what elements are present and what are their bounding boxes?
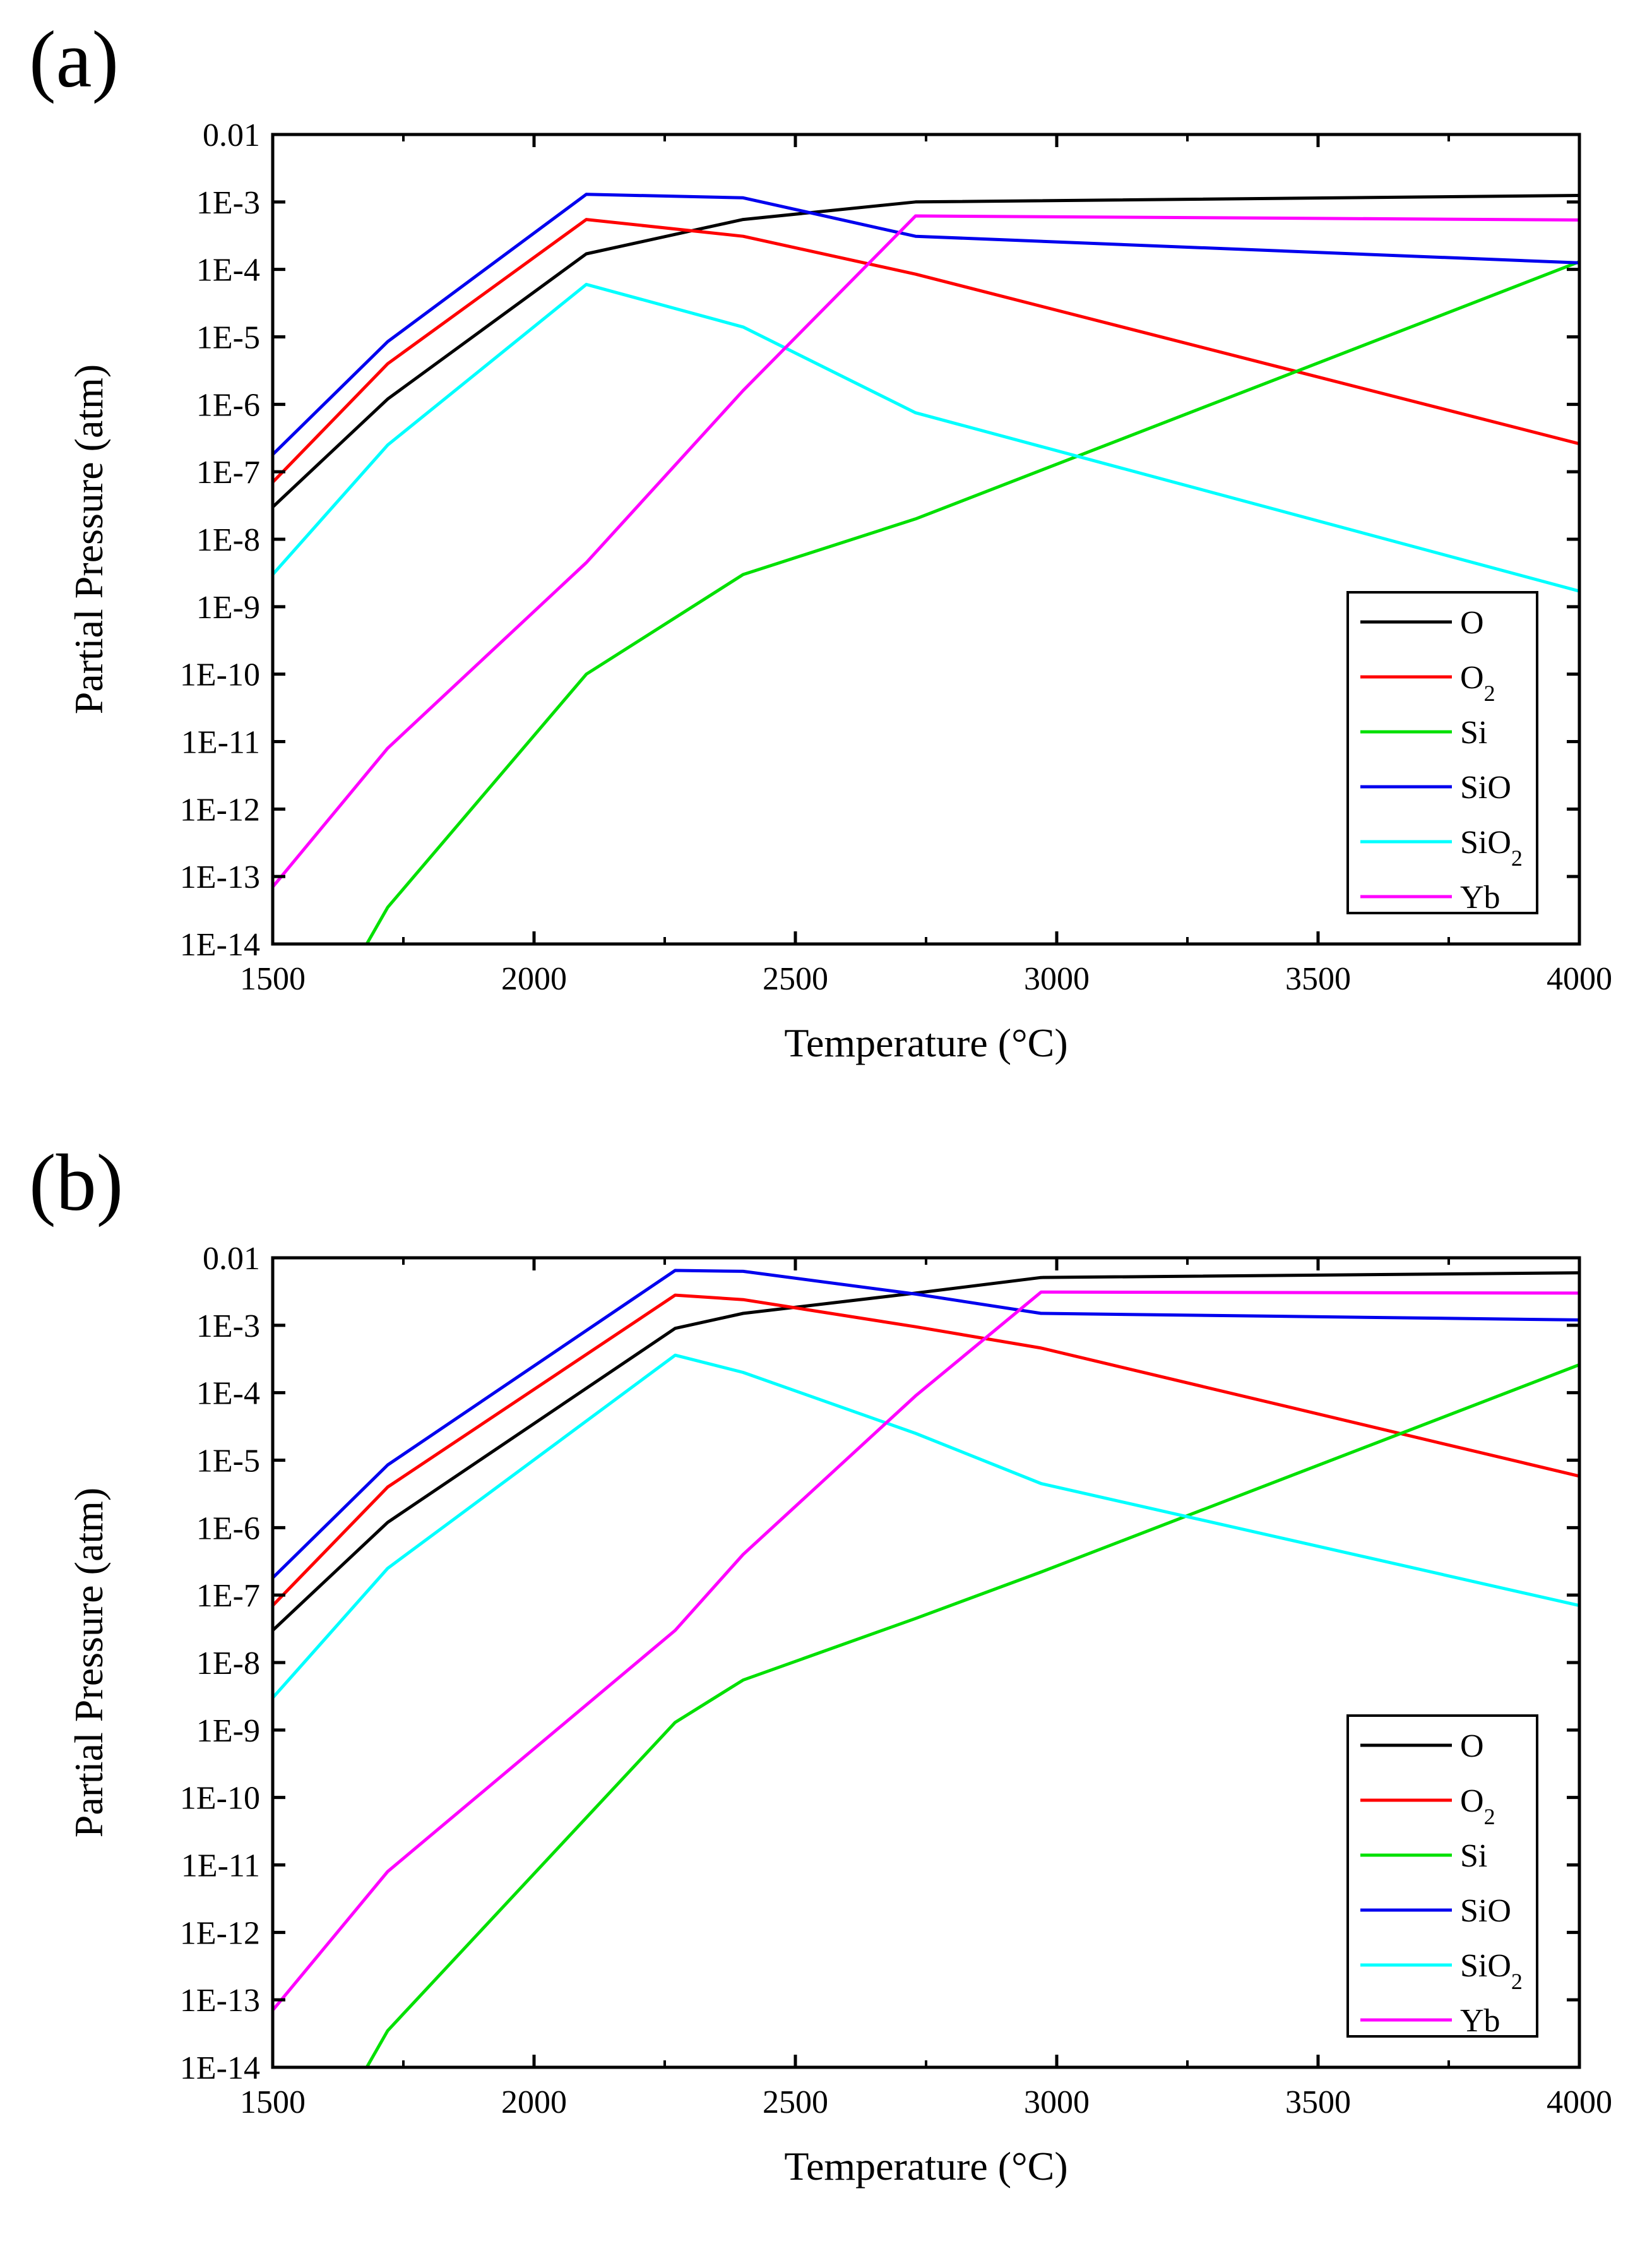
legend-label-sio: SiO — [1460, 770, 1511, 806]
x-tick-label: 3500 — [1285, 2084, 1351, 2120]
y-tick-label: 1E-6 — [196, 1510, 260, 1546]
series-line-yb — [273, 214, 1579, 888]
legend-subscript: 2 — [1511, 1969, 1523, 1994]
x-tick-label: 4000 — [1547, 961, 1612, 997]
legend-label-o: O — [1460, 1728, 1484, 1764]
y-tick-label: 1E-14 — [180, 927, 260, 963]
y-tick-label: 1E-12 — [180, 1915, 260, 1951]
chart-a: 1500 2000 2500 3000 3500 4000 1E-14 1E-13 1E-12 1… — [66, 117, 1612, 1065]
x-tick-label: 2500 — [763, 2084, 828, 2120]
chart-panel-a: (a) 1500 2000 2500 3000 3500 4000 1E-14 1E-13 1E… — [29, 15, 1612, 1065]
chart-panel-b: (b) 1500 2000 2500 3000 3500 4000 1E-14 1E-13 1E… — [0, 1123, 1652, 2246]
series-line-si — [365, 260, 1579, 944]
y-tick-label: 1E-10 — [180, 657, 260, 693]
x-tick-label: 3500 — [1285, 961, 1351, 997]
y-tick-label: 1E-7 — [196, 455, 260, 491]
y-tick-label: 1E-11 — [181, 725, 260, 761]
legend-subscript: 2 — [1511, 845, 1523, 871]
legend-box — [1346, 1714, 1538, 2038]
y-tick-label: 1E-3 — [196, 1308, 260, 1344]
x-tick-label: 2500 — [763, 961, 828, 997]
y-tick-label: 1E-12 — [180, 792, 260, 828]
y-tick-label: 1E-8 — [196, 1646, 260, 1682]
legend-label-si: Si — [1460, 1838, 1487, 1874]
x-axis-title: Temperature (°C) — [784, 1020, 1067, 1065]
y-tick-label: 1E-10 — [180, 1781, 260, 1817]
legend-subscript: 2 — [1484, 1804, 1495, 1829]
y-tick-label: 1E-5 — [196, 1443, 260, 1479]
y-tick-label: 1E-11 — [181, 1848, 260, 1884]
series-line-sio — [273, 1269, 1579, 1579]
legend-label-o: O — [1460, 605, 1484, 641]
chart-b: 1500 2000 2500 3000 3500 4000 1E-14 1E-13 1E-12 1… — [66, 1241, 1612, 2189]
x-axis-title: Temperature (°C) — [784, 2144, 1067, 2189]
series-line-o — [273, 1271, 1579, 1632]
series-line-sio2 — [273, 1353, 1579, 1699]
legend-label-sio: SiO — [1460, 1893, 1511, 1929]
series-group — [273, 193, 1579, 944]
y-tick-label: 1E-7 — [196, 1578, 260, 1614]
y-axis-title: Partial Pressure (atm) — [66, 364, 111, 715]
x-tick-label: 3000 — [1024, 2084, 1090, 2120]
series-line-sio — [273, 193, 1579, 456]
series-line-si — [365, 1363, 1579, 2067]
y-tick-label: 1E-4 — [196, 1376, 260, 1412]
legend-subscript: 2 — [1484, 681, 1495, 706]
y-tick-label: 1E-3 — [196, 185, 260, 221]
y-tick-label: 0.01 — [203, 117, 260, 153]
y-tick-label: 1E-13 — [180, 859, 260, 895]
y-axis-title: Partial Pressure (atm) — [66, 1488, 111, 1838]
legend-label-yb: Yb — [1460, 2003, 1500, 2039]
y-tick-label: 1E-8 — [196, 522, 260, 558]
panel-label: (b) — [29, 1138, 124, 1228]
y-tick-label: 1E-5 — [196, 320, 260, 356]
y-tick-label: 1E-6 — [196, 387, 260, 423]
legend-box — [1346, 591, 1538, 914]
series-line-o2 — [273, 218, 1579, 484]
series-group — [273, 1269, 1579, 2067]
y-tick-label: 1E-4 — [196, 253, 260, 289]
x-tick-label: 2000 — [501, 2084, 567, 2120]
series-line-o — [273, 194, 1579, 508]
panel-label: (a) — [29, 15, 119, 104]
legend-label-si: Si — [1460, 715, 1487, 751]
series-line-sio2 — [273, 282, 1579, 593]
x-tick-label: 4000 — [1547, 2084, 1612, 2120]
y-tick-label: 1E-13 — [180, 1983, 260, 2019]
x-tick-label: 3000 — [1024, 961, 1090, 997]
y-tick-label: 0.01 — [203, 1241, 260, 1277]
legend-label-yb: Yb — [1460, 880, 1500, 916]
x-tick-label: 2000 — [501, 961, 567, 997]
series-line-yb — [273, 1290, 1579, 2012]
series-line-o2 — [273, 1293, 1579, 1607]
y-tick-label: 1E-9 — [196, 1713, 260, 1749]
y-tick-label: 1E-14 — [180, 2050, 260, 2086]
x-tick-label: 1500 — [240, 2084, 306, 2120]
y-tick-label: 1E-9 — [196, 590, 260, 626]
x-tick-label: 1500 — [240, 961, 306, 997]
